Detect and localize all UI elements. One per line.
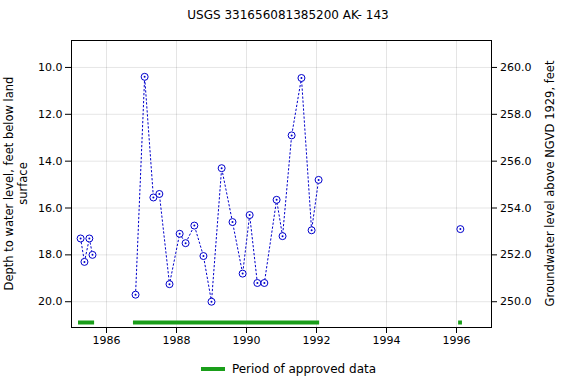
- svg-text:1988: 1988: [163, 334, 191, 347]
- svg-text:12.0: 12.0: [38, 108, 63, 121]
- svg-text:14.0: 14.0: [38, 155, 63, 168]
- svg-text:Groundwater level above NGVD 1: Groundwater level above NGVD 1929, feet: [543, 60, 557, 306]
- svg-text:250.0: 250.0: [500, 295, 532, 308]
- svg-text:258.0: 258.0: [500, 108, 532, 121]
- svg-text:20.0: 20.0: [38, 295, 63, 308]
- svg-text:16.0: 16.0: [38, 202, 63, 215]
- svg-text:1986: 1986: [93, 334, 121, 347]
- svg-text:Depth to water level, feet bel: Depth to water level, feet below land: [2, 77, 16, 291]
- svg-text:18.0: 18.0: [38, 248, 63, 261]
- svg-text:256.0: 256.0: [500, 155, 532, 168]
- html-text:USGS 331656081385200 AK- 143: USGS 331656081385200 AK- 143: [187, 8, 389, 22]
- svg-text:252.0: 252.0: [500, 248, 532, 261]
- svg-text:1990: 1990: [233, 334, 261, 347]
- svg-text:1996: 1996: [443, 334, 471, 347]
- svg-text:10.0: 10.0: [38, 61, 63, 74]
- svg-text:260.0: 260.0: [500, 61, 532, 74]
- svg-text:1992: 1992: [303, 334, 331, 347]
- svg-text:254.0: 254.0: [500, 202, 532, 215]
- svg-text:1994: 1994: [373, 334, 401, 347]
- svg-text:surface: surface: [16, 162, 30, 205]
- html-text:Period of approved data: Period of approved data: [231, 362, 377, 376]
